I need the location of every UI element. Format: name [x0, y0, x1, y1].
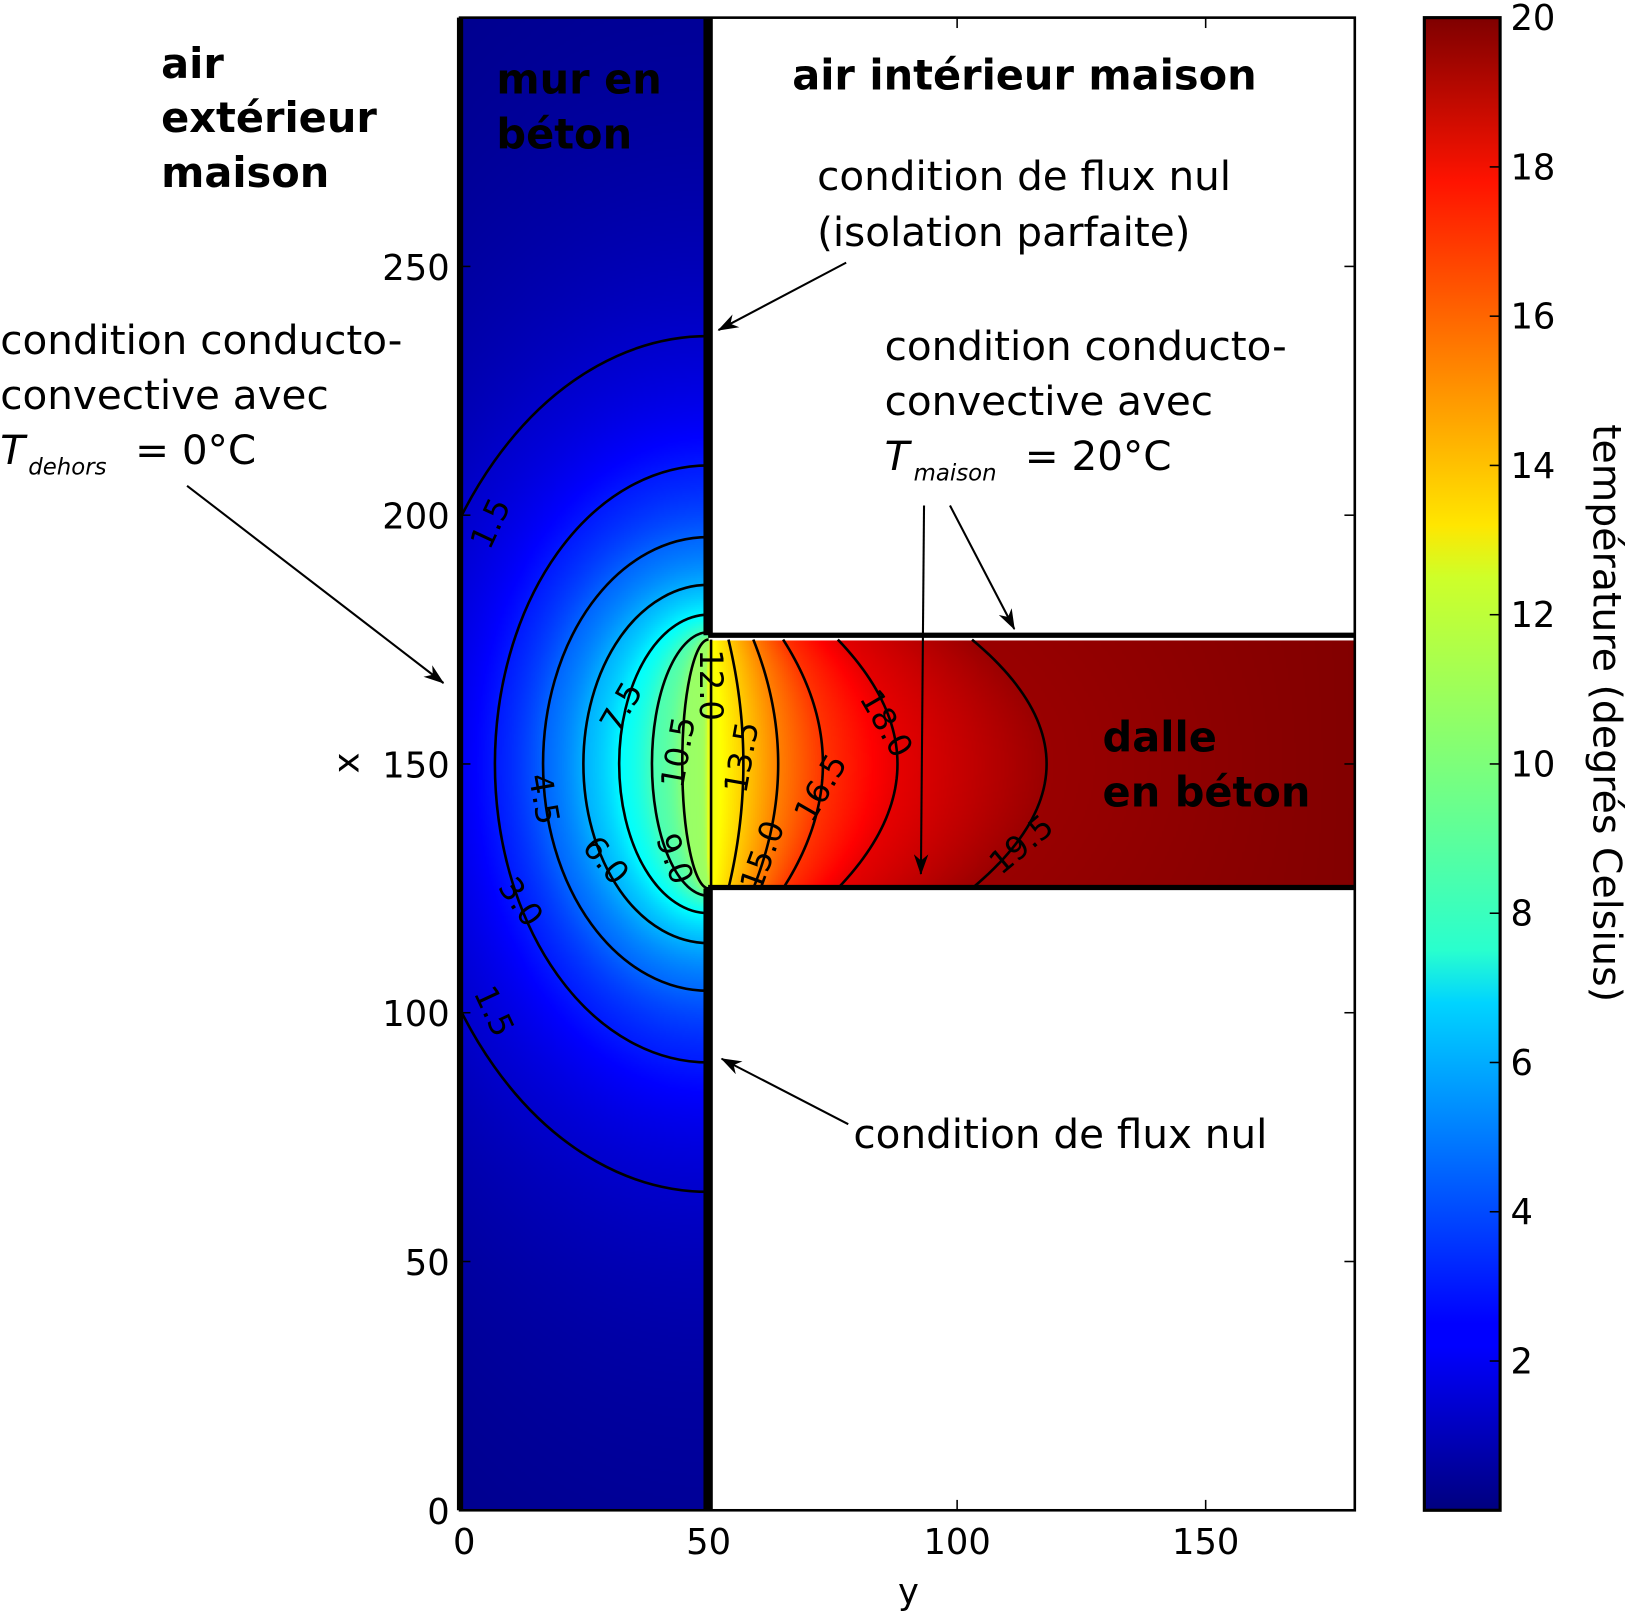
- svg-text:mur en: mur en: [496, 54, 661, 103]
- y-tick-label: 50: [405, 1243, 450, 1284]
- x-tick-label: 150: [1172, 1522, 1239, 1563]
- annotation-right-convection: condition conducto- convective avec T ma…: [885, 322, 1287, 486]
- svg-text:béton: béton: [496, 109, 632, 158]
- contour-lines: [460, 334, 1048, 1194]
- annotation-arrows: [186, 261, 1016, 1126]
- contour-line-10.5: [680, 638, 709, 890]
- x-tick-label: 100: [923, 1522, 990, 1563]
- y-tick-label: 0: [427, 1492, 449, 1533]
- colorbar-tick-label: 2: [1510, 1341, 1532, 1382]
- colorbar-tick-label: 4: [1510, 1192, 1532, 1233]
- svg-text:T: T: [0, 426, 28, 474]
- colorbar-tick-label: 18: [1510, 147, 1555, 188]
- y-tick-label: 100: [382, 994, 449, 1035]
- contour-line-13.5: [727, 639, 745, 888]
- y-tick-label: 150: [382, 745, 449, 786]
- contour-line-9: [650, 630, 709, 898]
- svg-text:= 20°C: = 20°C: [1025, 432, 1172, 480]
- svg-text:convective avec: convective avec: [885, 377, 1213, 425]
- contour-line-6: [582, 583, 709, 945]
- svg-text:maison: maison: [161, 148, 329, 197]
- contour-line-4.5: [541, 535, 709, 993]
- arrow-left-convection: [186, 484, 445, 684]
- annotation-top-flux: condition de flux nul (isolation parfait…: [817, 152, 1231, 256]
- contour-label: 12.0: [692, 649, 730, 721]
- contour-line-18: [836, 638, 899, 888]
- svg-text:dalle: dalle: [1103, 713, 1217, 762]
- svg-text:= 0°C: = 0°C: [135, 426, 256, 474]
- arrow-right-convection-1: [913, 505, 929, 876]
- svg-text:condition conducto-: condition conducto-: [885, 322, 1287, 370]
- svg-text:extérieur: extérieur: [161, 93, 377, 142]
- colorbar-label: température (degrés Celsius): [1584, 424, 1628, 1002]
- svg-text:convective avec: convective avec: [0, 371, 328, 419]
- arrow-top-flux: [717, 261, 847, 331]
- annotation-inside-air: air intérieur maison: [792, 50, 1256, 99]
- colorbar-tick-label: 12: [1510, 595, 1555, 636]
- svg-text:dehors: dehors: [28, 454, 106, 480]
- x-axis-label: y: [898, 1572, 919, 1612]
- colorbar-tick-label: 10: [1510, 744, 1555, 785]
- annotation-left-convection: condition conducto- convective avec T de…: [0, 316, 402, 480]
- colorbar: [1422, 16, 1502, 1512]
- x-tick-label: 50: [686, 1522, 731, 1563]
- annotation-bottom-flux: condition de flux nul: [853, 1110, 1267, 1158]
- colorbar-tick-label: 20: [1510, 0, 1555, 39]
- contour-label: 4.5: [521, 770, 567, 827]
- svg-text:(isolation parfaite): (isolation parfaite): [817, 208, 1190, 256]
- temperature-field: [460, 17, 1355, 1511]
- y-axis-label: x: [326, 752, 367, 773]
- contour-line-3: [493, 464, 709, 1064]
- y-tick-label: 200: [382, 497, 449, 538]
- contour-line-16.5: [782, 638, 825, 888]
- colorbar-tick-label: 8: [1510, 894, 1532, 935]
- colorbar-tick-label: 14: [1510, 446, 1555, 487]
- annotation-slab: dalle en béton: [1103, 713, 1311, 817]
- annotation-outside-air: air extérieur maison: [161, 39, 377, 197]
- annotation-wall: mur en béton: [496, 54, 661, 158]
- colorbar-ticks: 2 4 6 8 10 12 14 16 18 20: [1489, 0, 1555, 1382]
- y-tick-label: 250: [382, 248, 449, 289]
- svg-text:condition de flux nul: condition de flux nul: [817, 152, 1231, 200]
- svg-text:condition conducto-: condition conducto-: [0, 316, 402, 364]
- contour-line-15: [752, 639, 780, 888]
- x-tick-label: 0: [453, 1522, 475, 1563]
- contour-line-7.5: [617, 613, 709, 915]
- arrow-bottom-flux: [720, 1057, 849, 1126]
- colorbar-tick-label: 6: [1510, 1043, 1532, 1084]
- svg-text:air: air: [161, 39, 224, 88]
- axis-ticks: 0 50 100 150 0 50 100 150 200 250: [382, 17, 1355, 1563]
- contour-line-1.5: [460, 334, 709, 1194]
- contour-line-19.5: [971, 638, 1048, 888]
- svg-text:maison: maison: [914, 461, 997, 487]
- arrow-right-convection-2: [949, 505, 1016, 630]
- svg-text:en béton: en béton: [1103, 768, 1311, 817]
- svg-text:T: T: [885, 432, 913, 480]
- colorbar-tick-label: 16: [1510, 297, 1555, 338]
